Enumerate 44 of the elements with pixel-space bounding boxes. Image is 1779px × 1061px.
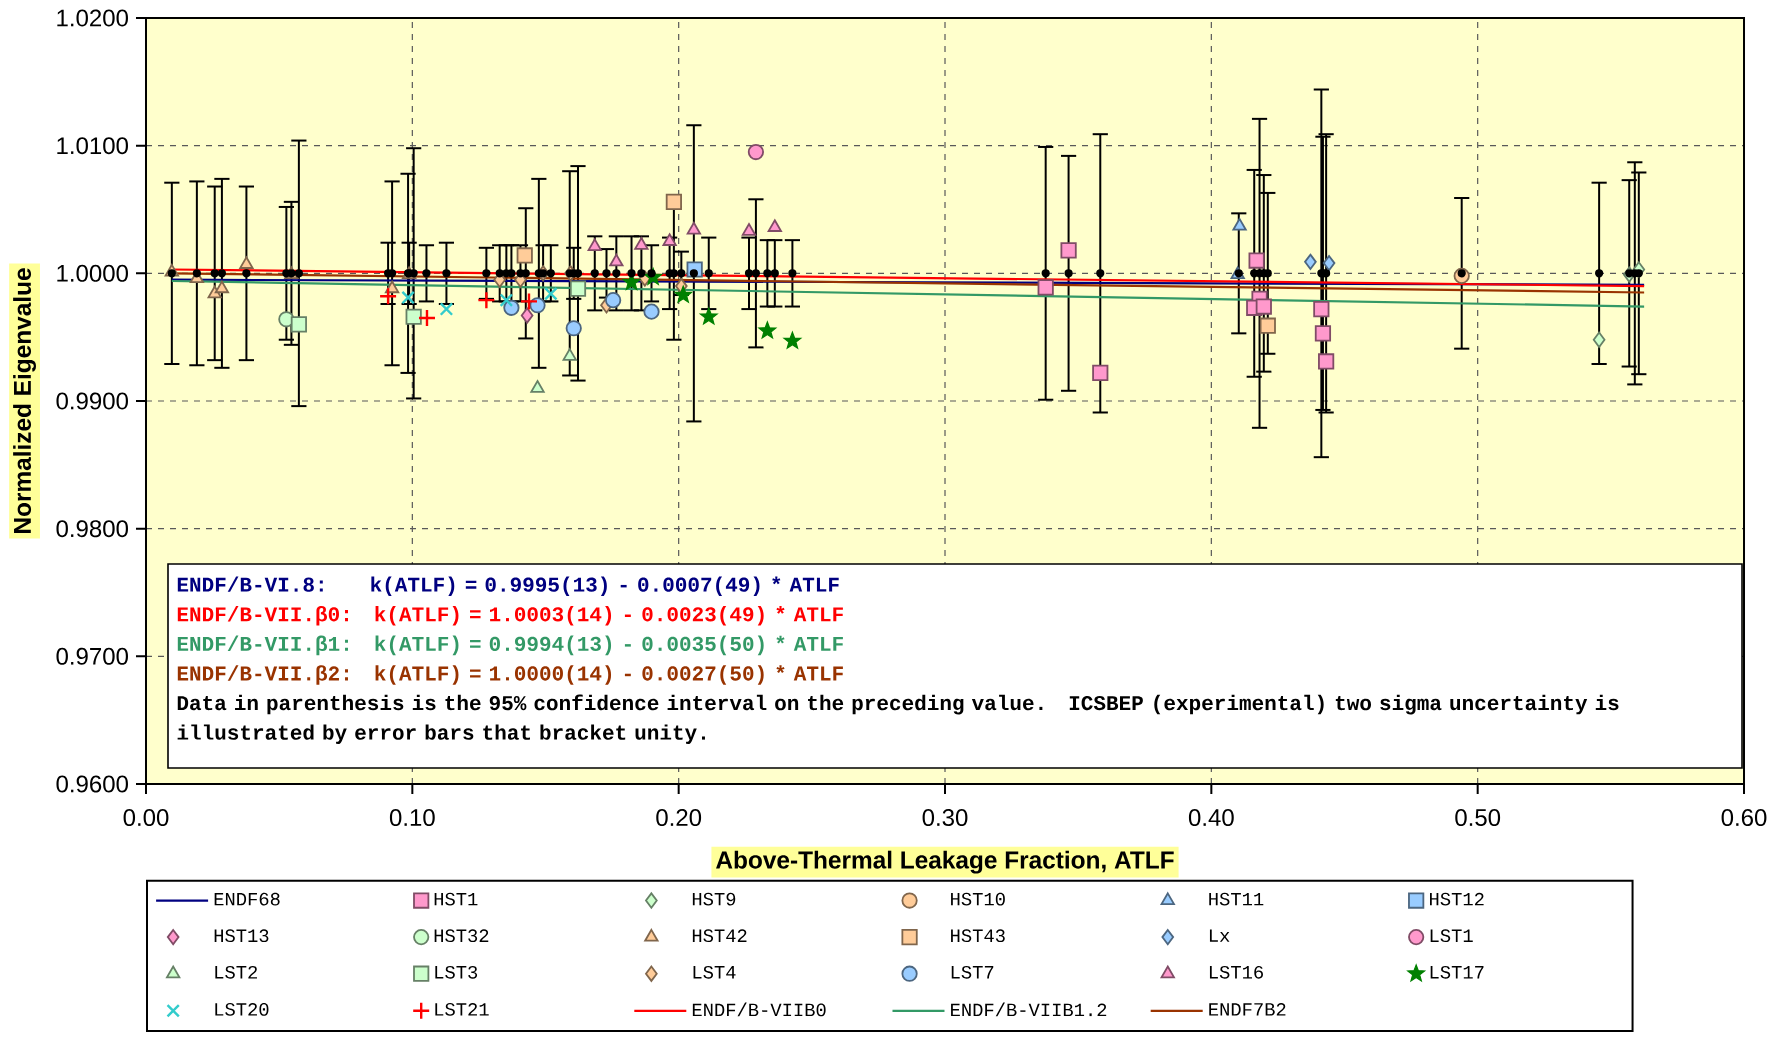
x-tick-label: 0.00 — [123, 809, 169, 827]
y-tick-label: 1.0000 — [57, 264, 128, 282]
legend-label: LST17 — [1430, 965, 1484, 979]
legend-label: HST13 — [214, 929, 269, 943]
legend-label: HST10 — [951, 892, 1005, 906]
y-tick-label: 0.9800 — [56, 520, 128, 538]
legend-label: LST7 — [951, 965, 994, 979]
legend-label: ENDF/B-VIIB0 — [692, 1002, 826, 1017]
x-tick-label: 0.50 — [1455, 809, 1501, 827]
y-tick-label: 0.9600 — [56, 775, 128, 793]
legend-label: HST42 — [692, 929, 747, 943]
legend-label: LST4 — [693, 965, 736, 979]
y-tick-label: 0.9700 — [56, 647, 128, 665]
legend-label: LST1 — [1430, 929, 1473, 943]
annotation: ENDF/B-VII.β2: k(ATLF) = 1.0000(14) - 0.0027(50) * ATLF — [177, 665, 843, 685]
x-tick-label: 0.60 — [1721, 809, 1767, 827]
annotation: ENDF/B-VII.β0: k(ATLF) = 1.0003(14) - 0.0023(49) * ATLF — [177, 606, 843, 626]
y-tick-label: 1.0200 — [57, 9, 128, 27]
legend-label: HST1 — [434, 892, 478, 906]
legend-label: ENDF/B-VIIB1.2 — [951, 1002, 1107, 1017]
annotation: Data in parenthesis is the 95% confidence interval on the preceding value. ICSBEP (experimental) two sigma uncertainty is illustrated by error bars that bracket unity. — [177, 694, 1619, 744]
x-tick-label: 0.10 — [389, 809, 435, 827]
annotation: ENDF/B-VI.8: k(ATLF) = 0.9995(13) - 0.0007(49) * ATLF — [177, 576, 839, 596]
y-tick-label: 0.9900 — [56, 392, 128, 410]
x-axis-title: Above-Thermal Leakage Fraction, ATLF — [716, 850, 1174, 874]
legend-label: HST43 — [951, 929, 1005, 943]
annotation: ENDF/B-VII.β1: k(ATLF) = 0.9994(13) - 0.0035(50) * ATLF — [177, 635, 843, 656]
legend-label: LST16 — [1209, 965, 1263, 979]
legend-label: HST9 — [692, 892, 736, 906]
legend-label: LST3 — [435, 965, 478, 979]
legend-label: LST20 — [215, 1003, 269, 1016]
x-tick-label: 0.30 — [922, 809, 968, 827]
legend-label: LST21 — [435, 1003, 489, 1016]
legend-label: LST2 — [215, 965, 257, 979]
y-tick-label: 1.0100 — [57, 137, 128, 155]
x-tick-label: 0.20 — [656, 809, 702, 827]
legend-label: HST11 — [1209, 892, 1264, 906]
y-axis-title: Normalized Eigenvalue — [13, 268, 36, 533]
legend-label: HST12 — [1430, 892, 1484, 906]
legend-label: ENDF68 — [214, 892, 280, 906]
x-tick-label: 0.40 — [1188, 809, 1234, 827]
legend-label: HST32 — [434, 929, 489, 943]
legend-label: Lx — [1209, 929, 1230, 942]
legend-label: ENDF7B2 — [1209, 1003, 1286, 1016]
